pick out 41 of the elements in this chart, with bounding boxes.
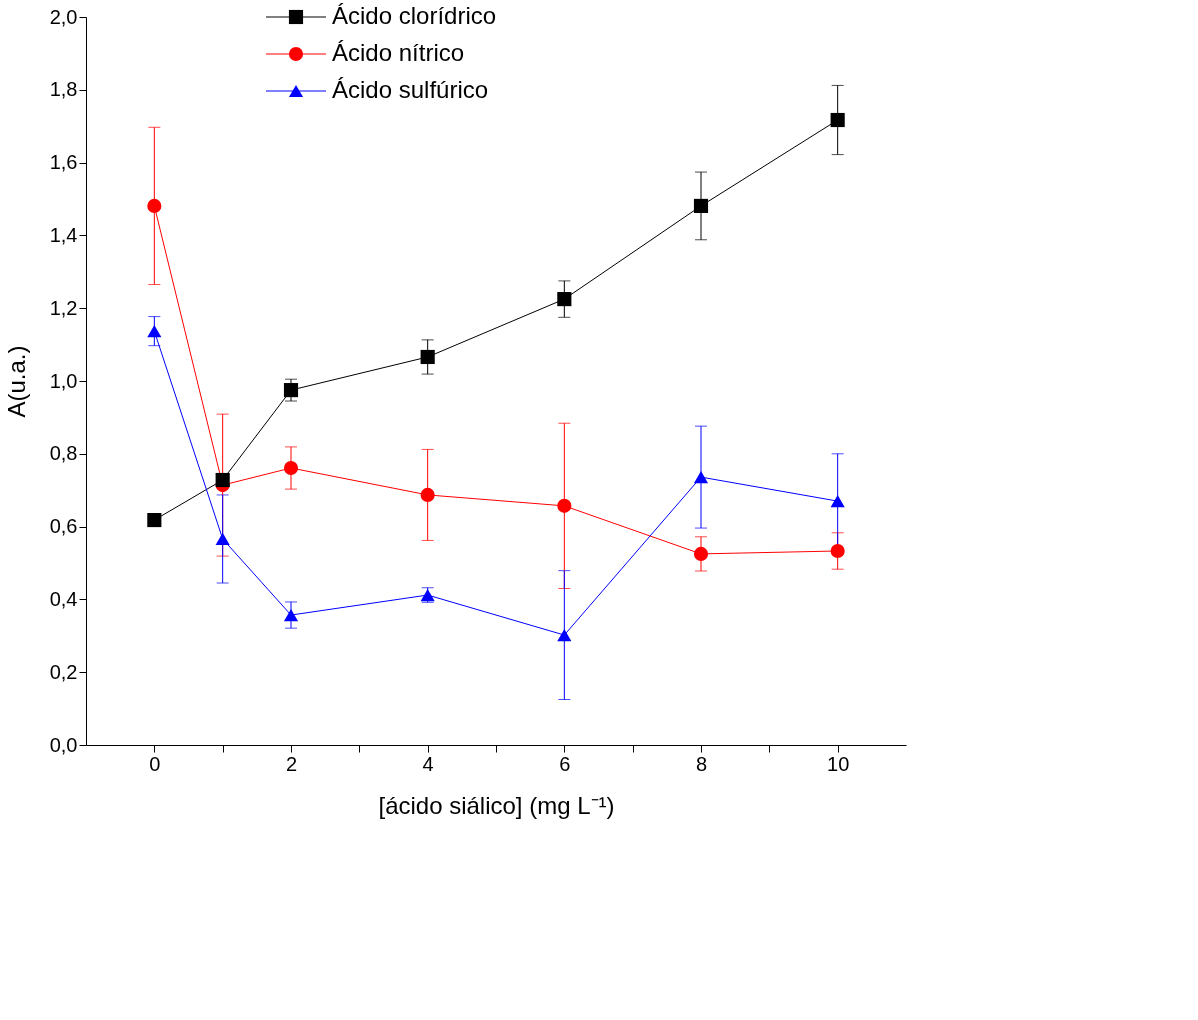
y-tick-label: 0,4 [49, 587, 78, 610]
point [283, 608, 299, 622]
point [557, 292, 572, 307]
point [420, 349, 435, 365]
point [830, 543, 845, 559]
x-tick-label: 0 [149, 752, 161, 775]
point [283, 460, 299, 476]
x-tick-label: 6 [559, 752, 571, 775]
legend-label: Ácido clorídrico [332, 2, 497, 29]
point [557, 628, 572, 642]
y-tick-label: 2,0 [49, 5, 78, 28]
y-tick-label: 1,8 [49, 78, 78, 101]
y-tick-label: 1,0 [49, 369, 78, 392]
point [557, 498, 572, 513]
x-tick-label: 4 [422, 752, 434, 775]
y-tick-label: 0,2 [49, 660, 78, 683]
point [693, 470, 709, 484]
legend-label: Ácido nítrico [332, 39, 465, 66]
point [420, 487, 435, 502]
y-tick-label: 0,0 [49, 733, 78, 756]
x-axis-title: [ácido siálico] (mg L⁻¹) [378, 791, 615, 819]
point [830, 495, 845, 508]
y-tick-label: 1,4 [49, 223, 78, 246]
point [830, 112, 845, 128]
point [215, 532, 230, 546]
legend-label: Ácido sulfúrico [332, 76, 489, 103]
point [147, 512, 162, 528]
y-axis-title: A(u.a.) [2, 345, 30, 418]
point [693, 198, 709, 213]
point [147, 325, 162, 338]
x-tick-label: 2 [285, 752, 298, 775]
y-tick-label: 1,2 [49, 296, 78, 319]
x-tick-label: 8 [695, 752, 708, 775]
y-tick-label: 0,8 [49, 442, 78, 465]
y-tick-label: 1,6 [49, 151, 78, 174]
point [283, 383, 299, 398]
point [147, 198, 162, 213]
point [215, 472, 230, 488]
x-tick-label: 10 [827, 752, 850, 775]
point [693, 546, 709, 561]
y-tick-label: 0,6 [49, 515, 78, 538]
